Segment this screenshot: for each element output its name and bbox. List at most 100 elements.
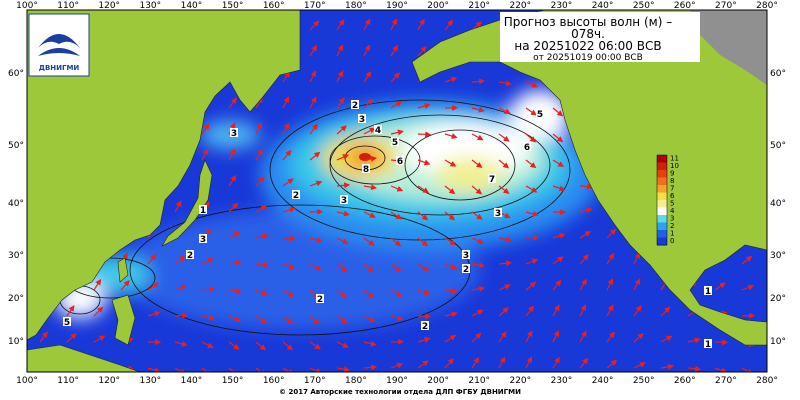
lon-label: 220° (509, 1, 531, 11)
lat-label: 40° (8, 199, 24, 209)
arrow (498, 307, 509, 317)
arrow (363, 155, 378, 162)
arrow (417, 185, 430, 194)
lon-label: 150° (222, 376, 244, 386)
arrow (390, 185, 404, 192)
colorbar-swatch (657, 230, 667, 238)
arrow (282, 315, 294, 325)
arrow (552, 232, 566, 239)
colorbar-swatch (657, 162, 667, 171)
lon-label: 100° (16, 376, 38, 386)
colorbar-swatch (657, 155, 667, 163)
arrow (174, 367, 187, 372)
arrow (417, 211, 429, 221)
arrow (336, 341, 349, 348)
arrow (282, 263, 296, 270)
arrow (336, 44, 344, 57)
arrow (498, 80, 512, 87)
lon-label: 280° (756, 1, 778, 11)
contour-label: 1 (705, 287, 711, 297)
arrow (444, 287, 459, 294)
arrow (93, 278, 102, 291)
arrow (687, 337, 701, 344)
lon-label: 200° (427, 376, 449, 386)
arrow (201, 148, 209, 161)
colorbar-swatch (657, 237, 667, 246)
contour-label: 5 (392, 138, 398, 148)
arrow (66, 305, 75, 317)
arrow (363, 44, 371, 57)
arrow (309, 151, 321, 161)
lon-label: 260° (674, 376, 696, 386)
contour-label: 4 (375, 126, 381, 136)
arrow (525, 81, 539, 88)
contour-label: 2 (293, 191, 299, 201)
contour-label: 1 (200, 206, 206, 216)
arrow (201, 341, 214, 349)
arrow (282, 341, 294, 351)
arrow (147, 282, 159, 291)
arrow (525, 356, 533, 369)
colorbar-swatch (657, 222, 667, 231)
arrow (363, 237, 375, 246)
arrow (471, 211, 483, 220)
contour-label-bg (462, 264, 470, 273)
contour-label: 3 (463, 251, 469, 261)
arrow (390, 18, 398, 31)
arrow (93, 306, 104, 317)
arrow (201, 314, 215, 321)
arrow (363, 211, 376, 218)
arrow (201, 123, 210, 135)
arrow (309, 237, 323, 243)
lon-label: 230° (551, 1, 573, 11)
lon-label: 210° (468, 1, 490, 11)
lat-label: 30° (770, 251, 786, 261)
arrow (336, 182, 351, 189)
contour-label-bg (523, 142, 531, 151)
contour-label: 2 (463, 265, 469, 275)
arrow (228, 202, 239, 213)
colorbar-swatch (657, 170, 667, 178)
arrow (552, 185, 566, 192)
arrow (174, 341, 188, 347)
arrow (390, 263, 402, 273)
colorbar-label: 8 (670, 177, 674, 185)
colorbar-frame (656, 154, 668, 246)
contour-label: 3 (341, 196, 347, 206)
arrow (444, 335, 457, 343)
arrow (687, 365, 702, 372)
arrow (309, 180, 323, 187)
arrow (228, 259, 243, 266)
arrow (606, 304, 614, 317)
arrow (282, 289, 295, 298)
arrow (363, 98, 374, 109)
arrow (579, 357, 589, 369)
arrow (525, 305, 534, 317)
contour-label: 2 (352, 101, 358, 111)
lat-label: 10° (8, 337, 24, 347)
arrow (309, 341, 321, 350)
arrow (390, 72, 400, 83)
contour-label-bg (421, 321, 429, 330)
arrow (228, 288, 243, 295)
lon-label: 100° (16, 1, 38, 11)
arrow (228, 315, 241, 322)
arrow (336, 263, 348, 272)
contour-label: 3 (495, 209, 501, 219)
lon-label: 270° (715, 1, 737, 11)
arrow (471, 106, 485, 113)
arrow (633, 362, 646, 369)
arrow (336, 70, 344, 83)
arrow (498, 284, 511, 291)
arrow (228, 231, 241, 239)
colorbar-label: 10 (670, 162, 679, 170)
arrow (255, 233, 269, 240)
contour-label-bg (316, 294, 324, 303)
arrow (471, 332, 482, 343)
colorbar-label: 5 (670, 199, 674, 207)
arrow (255, 176, 265, 187)
arrow (498, 133, 510, 142)
lon-label: 280° (756, 376, 778, 386)
arrow (498, 236, 512, 243)
